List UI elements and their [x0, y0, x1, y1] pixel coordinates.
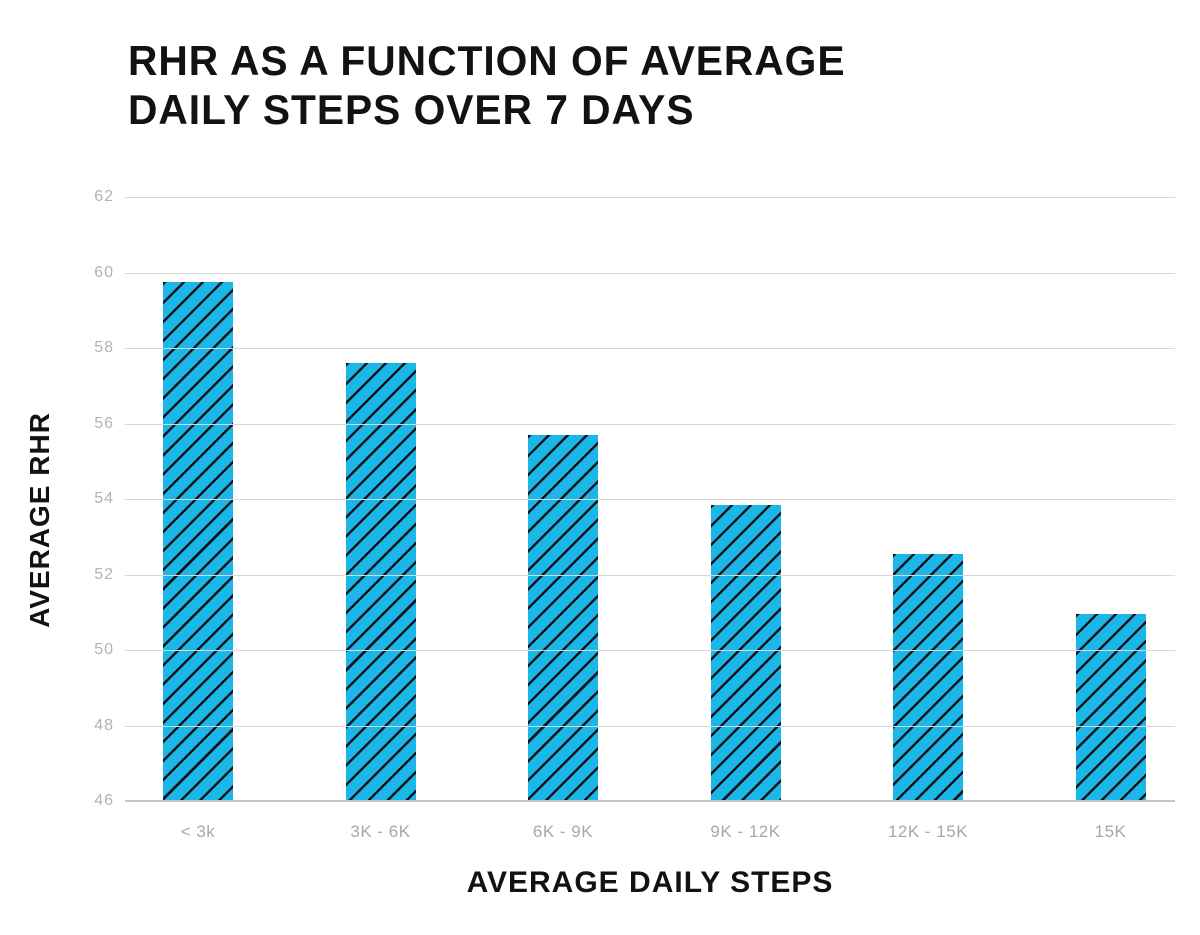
y-tick-label: 48: [94, 716, 114, 734]
x-category-label: 9K - 12K: [710, 822, 781, 841]
x-category-label: 3K - 6K: [350, 822, 411, 841]
bar: [1075, 614, 1146, 801]
gridline: [125, 272, 1175, 274]
bar: [345, 363, 416, 801]
bar: [163, 281, 233, 801]
chart-title-line2: DAILY STEPS OVER 7 DAYS: [128, 86, 695, 133]
y-axis-title: AVERAGE RHR: [24, 412, 55, 628]
x-axis-title: AVERAGE DAILY STEPS: [466, 866, 834, 899]
gridline: [125, 197, 1175, 198]
x-category-label: 12K - 15K: [887, 822, 969, 841]
y-tick-label: 58: [94, 339, 114, 356]
gridline: [125, 725, 1175, 727]
x-category-label: 15K: [1094, 822, 1127, 841]
x-category-label: 6K - 9K: [532, 822, 594, 841]
x-axis-line: [125, 800, 1175, 802]
bar: [528, 434, 598, 801]
x-category-label: < 3k: [180, 822, 216, 841]
bar: [710, 504, 781, 801]
y-tick-label: 54: [94, 490, 114, 507]
y-tick-label: 62: [94, 188, 114, 205]
bar: [893, 553, 963, 801]
y-tick-label: 50: [94, 641, 114, 658]
y-tick-label: 56: [94, 414, 114, 432]
gridline: [125, 423, 1175, 425]
y-tick-label: 46: [94, 792, 114, 809]
gridline: [125, 650, 1175, 651]
chart-title-line1: RHR AS A FUNCTION OF AVERAGE: [128, 37, 846, 84]
chart-title: RHR AS A FUNCTION OF AVERAGE DAILY STEPS…: [128, 36, 845, 134]
plot-area: < 3k 3K - 6K 6K - 9K 9K - 12K 12K - 15K 15K: [125, 197, 1175, 841]
gridline: [125, 348, 1175, 349]
gridline: [125, 574, 1175, 576]
gridline: [125, 499, 1175, 500]
y-tick-label: 52: [94, 565, 114, 583]
y-tick-label: 60: [94, 263, 114, 281]
